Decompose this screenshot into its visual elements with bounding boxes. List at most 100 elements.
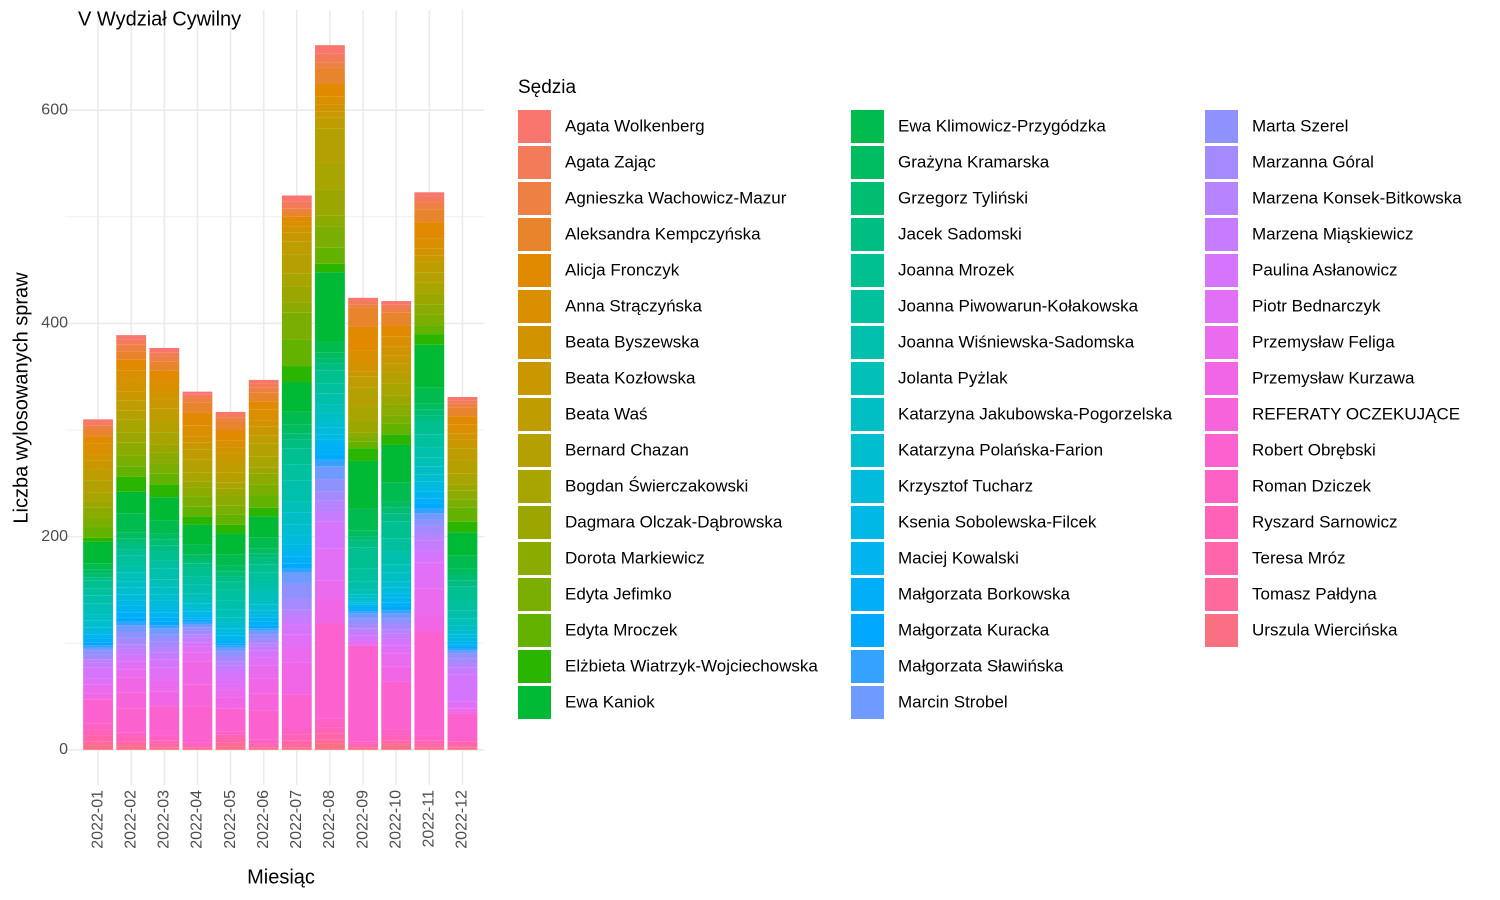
bar-segment (381, 740, 412, 744)
legend-label: Małgorzata Kuracka (898, 620, 1050, 639)
bar-segment (381, 602, 412, 607)
bar-segment (215, 589, 246, 601)
bar-segment (215, 576, 246, 582)
bar-segment (116, 744, 147, 747)
bar-segment (348, 350, 378, 365)
bar-segment (83, 631, 113, 635)
bar-segment (215, 430, 246, 441)
bar-segment (414, 434, 445, 448)
bar-segment (116, 380, 147, 392)
bar-segment (116, 344, 147, 352)
legend-key (518, 398, 551, 431)
x-tick-label: 2022-04 (189, 790, 206, 849)
bar-segment (315, 466, 345, 480)
bar-segment (182, 593, 213, 600)
bar-segment (116, 566, 147, 573)
bar-segment (381, 653, 412, 667)
bar-segment (83, 667, 113, 679)
bar-segment (315, 45, 345, 54)
bar-segment (414, 735, 445, 741)
bar-segment (83, 507, 113, 519)
bar-segment (414, 222, 445, 239)
bar-segment (182, 742, 213, 746)
bar-segment (182, 554, 213, 560)
bar-segment (348, 645, 378, 742)
bar-segment (381, 423, 412, 435)
bar-segment (83, 634, 113, 639)
bar-segment (248, 617, 279, 622)
bar-segment (149, 545, 180, 552)
bar-segment (381, 618, 412, 625)
bar-segment (381, 633, 412, 639)
bar-segment (83, 659, 113, 663)
bar-segment (248, 516, 279, 538)
bar-segment (381, 606, 412, 611)
legend-label: Edyta Jefimko (565, 584, 672, 603)
bar-segment (447, 641, 478, 645)
bar-segment (215, 505, 246, 515)
bar-segment (116, 370, 147, 381)
bar-segment (315, 111, 345, 118)
bar-segment (414, 196, 445, 203)
bar-segment (116, 532, 147, 539)
legend-label: Joanna Piwowarun-Kołakowska (898, 296, 1139, 315)
bar-segment (414, 486, 445, 492)
bar-segment (215, 737, 246, 743)
bar-segment (182, 619, 213, 622)
bar-segment (149, 408, 180, 422)
bar-segment (381, 507, 412, 514)
legend-key (518, 578, 551, 611)
legend-label: Ewa Klimowicz-Przygódzka (898, 116, 1106, 135)
bar-segment (215, 440, 246, 448)
bar-segment (348, 611, 378, 614)
bar-segment (83, 580, 113, 589)
legend-label: Roman Dziczek (1252, 476, 1372, 495)
legend-key (518, 650, 551, 683)
legend-label: Piotr Bednarczyk (1252, 296, 1381, 315)
bar-segment (182, 642, 213, 647)
bar-segment (215, 488, 246, 496)
bar-segment (215, 609, 246, 618)
legend-key (851, 650, 884, 683)
legend-label: Paulina Asłanowicz (1252, 260, 1398, 279)
legend-label: Robert Obrębski (1252, 440, 1376, 459)
bar-segment (83, 627, 113, 632)
bar-segment (248, 456, 279, 468)
bar-segment (315, 383, 345, 394)
bar-segment (215, 680, 246, 690)
bar-segment (149, 628, 180, 635)
bar-segment (83, 603, 113, 615)
bar-segment (83, 527, 113, 538)
bar-segment (281, 201, 312, 209)
bar-segment (248, 467, 279, 474)
bar-segment (281, 556, 312, 564)
bar-segment (182, 487, 213, 497)
bar-segment (182, 567, 213, 577)
bar-segment (182, 496, 213, 507)
bar-segment (83, 620, 113, 628)
legend-label: Ewa Kaniok (565, 692, 655, 711)
bar-segment (348, 640, 378, 646)
legend-label: Teresa Mróz (1252, 548, 1346, 567)
bar-segment (83, 419, 113, 423)
bar-segment (381, 538, 412, 552)
bar-segment (447, 708, 478, 712)
bar-segment (281, 501, 312, 513)
bar-segment (447, 667, 478, 675)
bar-segment (215, 565, 246, 572)
bar-segment (281, 598, 312, 610)
legend-label: Jacek Sadomski (898, 224, 1022, 243)
bar-segment (348, 406, 378, 422)
bar-segment (348, 747, 378, 750)
bar-segment (182, 576, 213, 585)
bar-segment (248, 657, 279, 666)
bar-segment (83, 650, 113, 655)
bar-segment (414, 525, 445, 535)
legend-key (518, 326, 551, 359)
bar-segment (149, 743, 180, 746)
bar-segment (116, 476, 147, 492)
legend-label: Przemysław Feliga (1252, 332, 1395, 351)
bar-segment (248, 557, 279, 565)
bar-segment (414, 740, 445, 744)
